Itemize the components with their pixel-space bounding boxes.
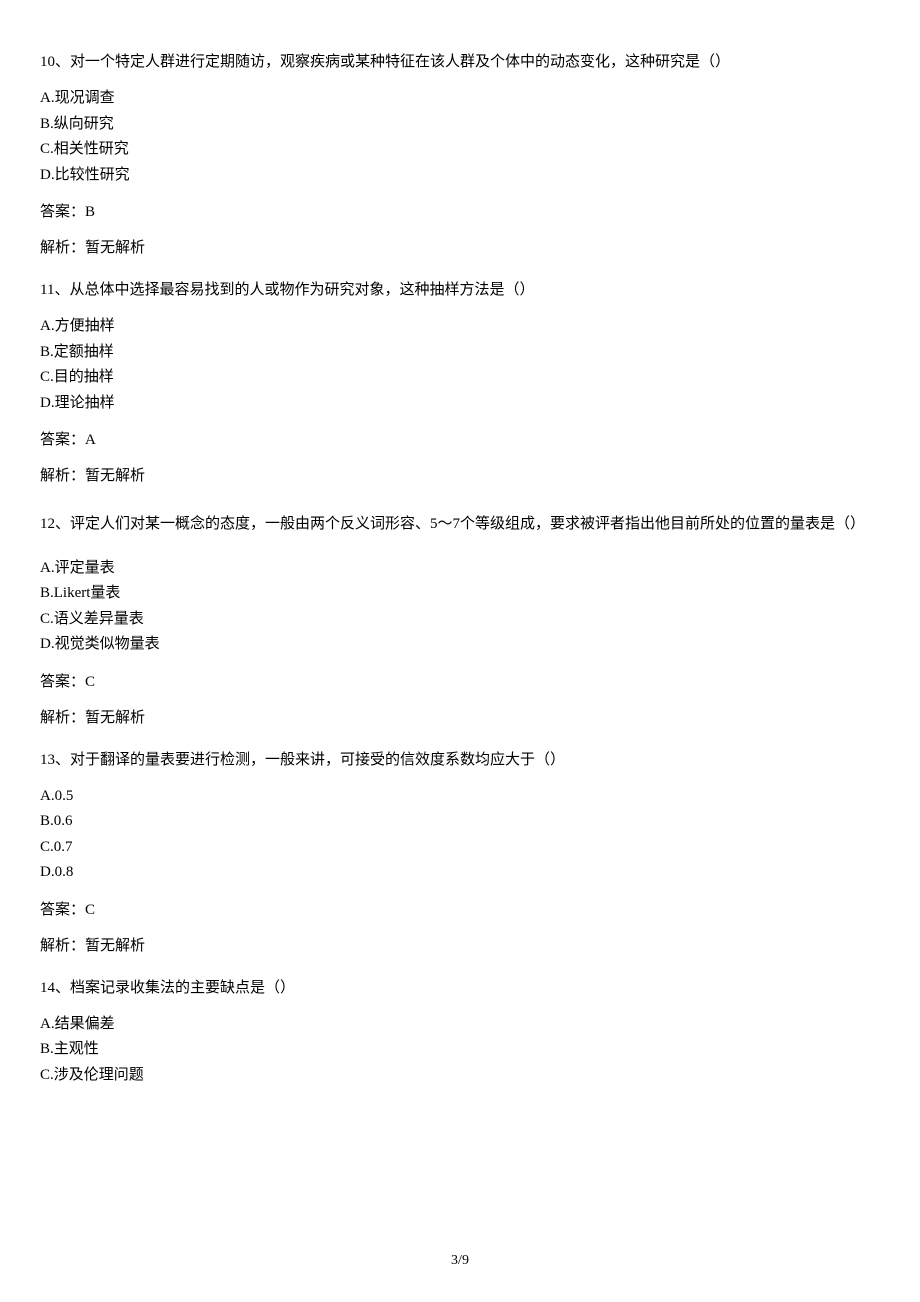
option-b: B.0.6 [40,809,880,835]
option-c: C.语义差异量表 [40,607,880,633]
option-c: C.0.7 [40,835,880,861]
analysis: 解析：暂无解析 [40,464,880,488]
question-11: 11、从总体中选择最容易找到的人或物作为研究对象，这种抽样方法是（） A.方便抽… [40,278,880,488]
options-list: A.方便抽样 B.定额抽样 C.目的抽样 D.理论抽样 [40,314,880,416]
question-text: 13、对于翻译的量表要进行检测，一般来讲，可接受的信效度系数均应大于（） [40,748,880,772]
question-text: 12、评定人们对某一概念的态度，一般由两个反义词形容、5～7个等级组成，要求被评… [40,506,880,544]
option-a: A.评定量表 [40,556,880,582]
option-d: D.比较性研究 [40,163,880,189]
option-c: C.相关性研究 [40,137,880,163]
option-d: D.视觉类似物量表 [40,632,880,658]
option-a: A.现况调查 [40,86,880,112]
option-c: C.目的抽样 [40,365,880,391]
options-list: A.0.5 B.0.6 C.0.7 D.0.8 [40,784,880,886]
question-10: 10、对一个特定人群进行定期随访，观察疾病或某种特征在该人群及个体中的动态变化，… [40,50,880,260]
question-12: 12、评定人们对某一概念的态度，一般由两个反义词形容、5～7个等级组成，要求被评… [40,506,880,730]
answer: 答案：B [40,200,880,224]
option-b: B.Likert量表 [40,581,880,607]
analysis: 解析：暂无解析 [40,236,880,260]
option-a: A.结果偏差 [40,1012,880,1038]
option-a: A.方便抽样 [40,314,880,340]
page-number: 3/9 [451,1250,469,1272]
option-d: D.0.8 [40,860,880,886]
question-text: 14、档案记录收集法的主要缺点是（） [40,976,880,1000]
question-text: 11、从总体中选择最容易找到的人或物作为研究对象，这种抽样方法是（） [40,278,880,302]
question-14: 14、档案记录收集法的主要缺点是（） A.结果偏差 B.主观性 C.涉及伦理问题 [40,976,880,1089]
option-b: B.主观性 [40,1037,880,1063]
answer: 答案：A [40,428,880,452]
option-a: A.0.5 [40,784,880,810]
question-text: 10、对一个特定人群进行定期随访，观察疾病或某种特征在该人群及个体中的动态变化，… [40,50,880,74]
option-b: B.定额抽样 [40,340,880,366]
answer: 答案：C [40,898,880,922]
analysis: 解析：暂无解析 [40,934,880,958]
question-13: 13、对于翻译的量表要进行检测，一般来讲，可接受的信效度系数均应大于（） A.0… [40,748,880,958]
option-b: B.纵向研究 [40,112,880,138]
options-list: A.结果偏差 B.主观性 C.涉及伦理问题 [40,1012,880,1089]
options-list: A.现况调查 B.纵向研究 C.相关性研究 D.比较性研究 [40,86,880,188]
option-d: D.理论抽样 [40,391,880,417]
options-list: A.评定量表 B.Likert量表 C.语义差异量表 D.视觉类似物量表 [40,556,880,658]
analysis: 解析：暂无解析 [40,706,880,730]
option-c: C.涉及伦理问题 [40,1063,880,1089]
answer: 答案：C [40,670,880,694]
